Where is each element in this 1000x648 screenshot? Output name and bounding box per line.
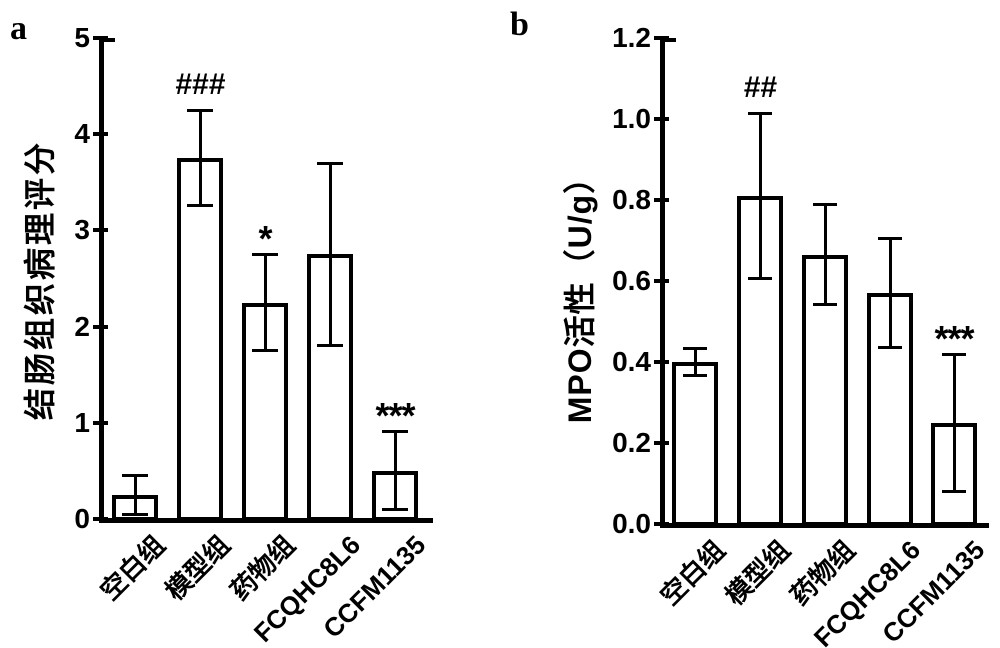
panel-a-y-tick-label: 2 bbox=[74, 310, 90, 342]
panel-b-error-cap-top-3 bbox=[878, 237, 902, 241]
panel-a-error-cap-bottom-0 bbox=[122, 513, 148, 517]
panel-b-y-tick bbox=[654, 360, 669, 364]
panel-a-y-tick-label: 3 bbox=[74, 214, 90, 246]
panel-a-y-tick bbox=[93, 36, 108, 40]
panel-a-error-bar-1 bbox=[198, 110, 202, 207]
panel-b-bar-0 bbox=[672, 362, 718, 526]
panel-a-category-label-1: 模型组 bbox=[159, 529, 236, 606]
panel-b-y-tick bbox=[654, 117, 669, 121]
panel-a-y-tick bbox=[93, 228, 108, 233]
panel-b-error-cap-bottom-1 bbox=[748, 276, 772, 280]
panel-b-error-cap-bottom-2 bbox=[813, 303, 837, 307]
panel-b-y-tick-label: 0.2 bbox=[612, 427, 651, 458]
panel-a-y-tick-label: 1 bbox=[74, 406, 90, 438]
panel-a-error-cap-bottom-2 bbox=[252, 348, 278, 352]
panel-a-y-tick-label: 0 bbox=[74, 503, 90, 534]
panel-a-significance-annotation-2: * bbox=[258, 218, 272, 260]
panel-a-error-bar-0 bbox=[133, 474, 137, 516]
panel-a-y-tick bbox=[93, 324, 108, 329]
panel-b-y-tick-label: 1.2 bbox=[612, 22, 651, 53]
panel-b-y-tick bbox=[654, 36, 669, 40]
panel-a-y-tick bbox=[93, 517, 108, 521]
panel-a-y-tick bbox=[93, 132, 108, 137]
panel-b-error-bar-4 bbox=[952, 353, 956, 492]
panel-b-letter: b bbox=[510, 6, 529, 43]
panel-a-error-cap-top-3 bbox=[317, 162, 343, 166]
panel-a-error-bar-2 bbox=[263, 254, 267, 351]
panel-b-y-tick-label: 0.4 bbox=[612, 346, 651, 377]
panel-a-y-tick-label: 5 bbox=[74, 22, 90, 53]
panel-a-y-tick bbox=[93, 420, 108, 425]
panel-a-error-cap-bottom-1 bbox=[187, 204, 213, 208]
panel-b-significance-annotation-4: *** bbox=[934, 317, 974, 359]
panel-b-error-bar-3 bbox=[888, 238, 892, 348]
panel-a-error-cap-top-0 bbox=[122, 473, 148, 477]
panel-a-error-bar-3 bbox=[328, 163, 332, 346]
panel-a-y-tick-label: 4 bbox=[74, 118, 90, 150]
panel-b-error-bar-0 bbox=[693, 347, 697, 377]
panel-a-error-cap-top-4 bbox=[382, 430, 408, 434]
panel-b-y-tick-label: 1.0 bbox=[612, 103, 651, 134]
panel-b-error-cap-bottom-3 bbox=[878, 345, 902, 349]
panel-b-y-tick-label: 0.8 bbox=[612, 184, 651, 215]
panel-b-error-cap-bottom-4 bbox=[942, 489, 966, 493]
panel-a-error-cap-top-2 bbox=[252, 253, 278, 257]
panel-b-y-axis-title: MPO活性（U/g） bbox=[562, 160, 598, 424]
panel-a-error-cap-bottom-4 bbox=[382, 508, 408, 512]
panel-a-category-label-0: 空白组 bbox=[94, 529, 171, 606]
panel-b-y-tick-label: 0.6 bbox=[612, 265, 651, 296]
panel-b-error-cap-top-4 bbox=[942, 352, 966, 356]
panel-b-significance-annotation-1: ## bbox=[743, 70, 777, 104]
panel-a-axis-top-cap bbox=[103, 38, 115, 42]
panel-b-y-axis-line bbox=[660, 38, 665, 528]
panel-a-bar-2 bbox=[242, 302, 288, 521]
panel-b-error-bar-1 bbox=[758, 112, 762, 279]
panel-b-category-label-1: 模型组 bbox=[719, 534, 796, 611]
panel-a-letter: a bbox=[10, 10, 27, 47]
panel-a-y-axis-line bbox=[99, 38, 104, 523]
panel-a-error-cap-top-1 bbox=[187, 109, 213, 113]
panel-a-y-axis-title: 结肠组织病理评分 bbox=[22, 139, 58, 421]
panel-b-y-tick bbox=[654, 198, 669, 202]
panel-b-error-cap-bottom-0 bbox=[683, 374, 707, 378]
panel-b-error-cap-top-2 bbox=[813, 203, 837, 207]
panel-b-axis-top-cap bbox=[664, 38, 676, 42]
panel-b-y-tick bbox=[654, 279, 669, 283]
panel-b-y-tick bbox=[654, 441, 669, 445]
panel-a-error-bar-4 bbox=[393, 431, 397, 511]
panel-a-error-cap-bottom-3 bbox=[317, 343, 343, 347]
panel-b-y-tick-label: 0.0 bbox=[612, 508, 651, 539]
panel-b-category-label-0: 空白组 bbox=[654, 534, 731, 611]
panel-a-significance-annotation-1: ### bbox=[174, 68, 226, 102]
panel-b-error-bar-2 bbox=[823, 204, 827, 306]
panel-b-y-tick bbox=[654, 522, 669, 526]
panel-a-bar-1 bbox=[177, 158, 223, 521]
panel-b-error-cap-top-1 bbox=[748, 111, 772, 115]
panel-a-significance-annotation-4: *** bbox=[375, 395, 415, 437]
panel-b-error-cap-top-0 bbox=[683, 346, 707, 350]
